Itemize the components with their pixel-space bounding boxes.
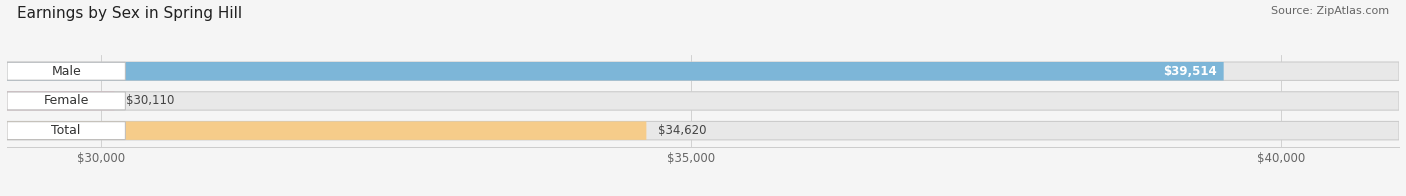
Text: Male: Male bbox=[51, 65, 82, 78]
FancyBboxPatch shape bbox=[7, 62, 1399, 80]
Text: Source: ZipAtlas.com: Source: ZipAtlas.com bbox=[1271, 6, 1389, 16]
FancyBboxPatch shape bbox=[7, 122, 1399, 140]
FancyBboxPatch shape bbox=[7, 92, 125, 110]
FancyBboxPatch shape bbox=[7, 122, 647, 140]
FancyBboxPatch shape bbox=[7, 62, 125, 80]
Text: $30,110: $30,110 bbox=[125, 94, 174, 107]
Text: $39,514: $39,514 bbox=[1163, 65, 1216, 78]
Text: Earnings by Sex in Spring Hill: Earnings by Sex in Spring Hill bbox=[17, 6, 242, 21]
FancyBboxPatch shape bbox=[7, 92, 1399, 110]
Text: $34,620: $34,620 bbox=[658, 124, 706, 137]
FancyBboxPatch shape bbox=[7, 92, 114, 110]
FancyBboxPatch shape bbox=[7, 122, 125, 140]
Text: Female: Female bbox=[44, 94, 89, 107]
FancyBboxPatch shape bbox=[7, 62, 1223, 80]
Text: Total: Total bbox=[52, 124, 82, 137]
